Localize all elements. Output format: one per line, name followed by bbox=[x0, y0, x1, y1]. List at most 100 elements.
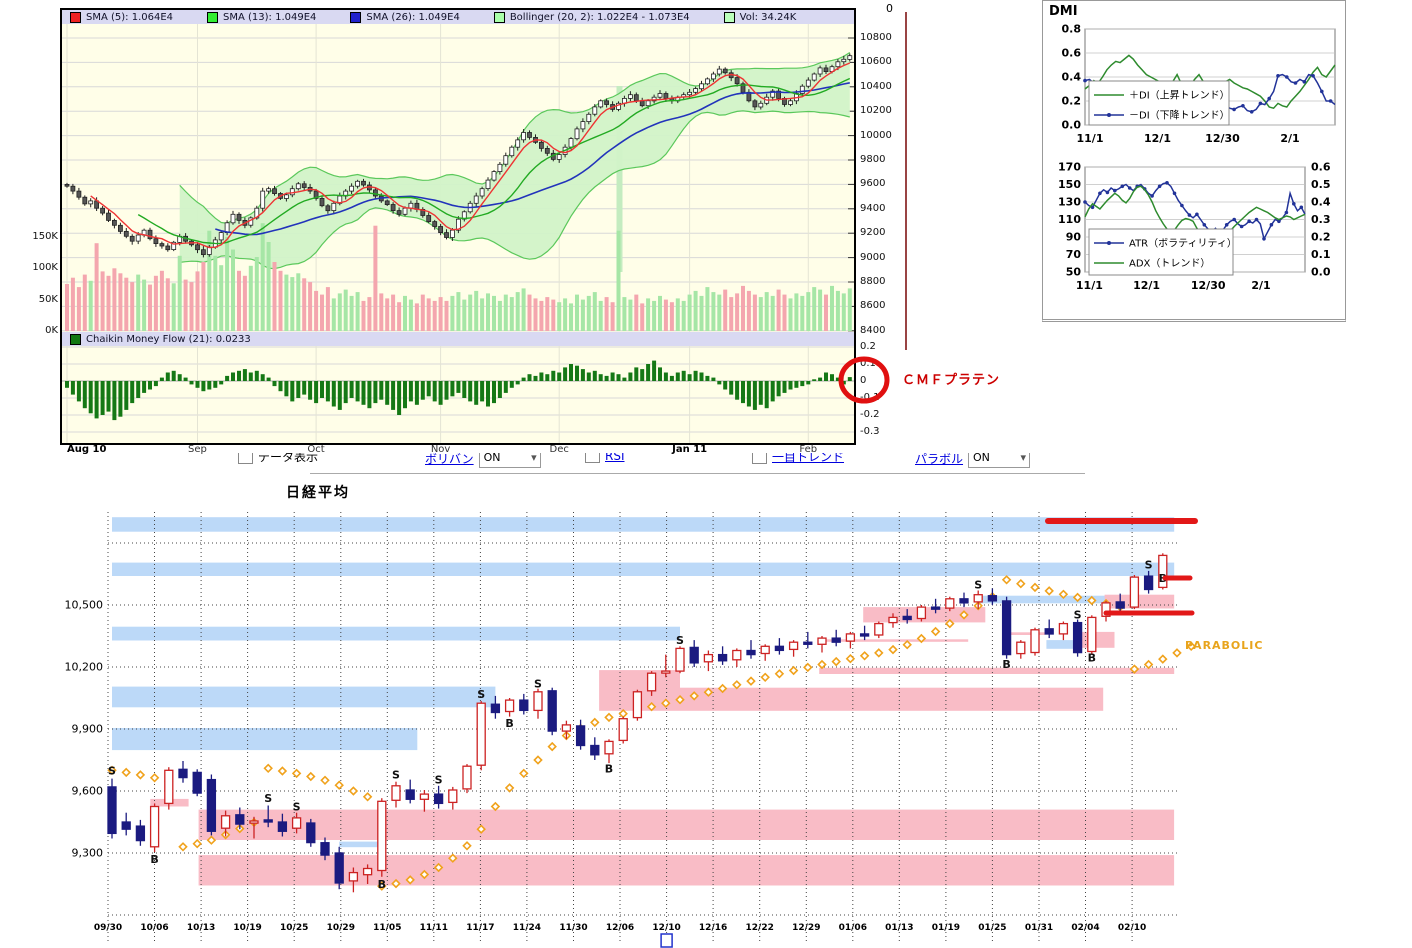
section-divider bbox=[310, 473, 1085, 474]
svg-text:10/13: 10/13 bbox=[187, 923, 215, 933]
svg-text:S: S bbox=[264, 792, 272, 805]
svg-text:－DI（下降トレンド）: －DI（下降トレンド） bbox=[1129, 109, 1230, 122]
svg-text:B: B bbox=[605, 762, 613, 775]
month-tick-label: Oct bbox=[307, 444, 325, 455]
svg-text:110: 110 bbox=[1058, 213, 1081, 226]
control-item: ボリバン ON bbox=[425, 453, 541, 468]
control-item: データ表示 bbox=[238, 453, 318, 465]
svg-text:12/30: 12/30 bbox=[1191, 279, 1226, 292]
legend-item: SMA (26): 1.049E4 bbox=[350, 11, 460, 23]
checkbox[interactable] bbox=[585, 453, 600, 463]
month-tick-label: Sep bbox=[188, 444, 207, 455]
legend-swatch-icon bbox=[723, 11, 735, 23]
indicator-link[interactable]: 一目トレンド bbox=[772, 453, 845, 464]
indicator-link[interactable]: パラボル bbox=[915, 453, 964, 466]
indicator-controls-row: データ表示 ボリバン ON RSI 一目トレンド パラボル ON bbox=[220, 453, 1100, 472]
svg-text:12/06: 12/06 bbox=[606, 923, 634, 933]
svg-text:S: S bbox=[477, 688, 485, 701]
checkbox[interactable] bbox=[752, 453, 767, 464]
svg-text:11/1: 11/1 bbox=[1077, 132, 1104, 145]
svg-text:S: S bbox=[1145, 559, 1153, 572]
price-tick-labels: 10,500 10,200 9,900 9,600 9,300 bbox=[65, 599, 104, 860]
top-right-zero-label: 0 bbox=[886, 2, 893, 15]
indicator-link[interactable]: ボリバン bbox=[425, 453, 474, 466]
cmf-tick-label: -0.2 bbox=[860, 409, 880, 420]
legend-swatch-icon bbox=[207, 11, 219, 23]
price-tick-label: 10000 bbox=[860, 129, 892, 141]
svg-text:S: S bbox=[392, 769, 400, 782]
indicator-select[interactable]: ON bbox=[968, 453, 1031, 468]
cmf-bars bbox=[65, 360, 852, 421]
cmf-tick-label: 0.2 bbox=[860, 341, 876, 352]
svg-text:B: B bbox=[378, 878, 386, 891]
price-tick-label: 10200 bbox=[860, 105, 892, 117]
svg-text:S: S bbox=[293, 801, 301, 814]
svg-text:11/11: 11/11 bbox=[420, 923, 448, 933]
month-tick-label: Feb bbox=[799, 444, 818, 455]
dmi-line-chart: 0.8 0.6 0.4 0.2 0.0 ＋DI（上昇トレンド） －DI（下降トレンド） 11/… bbox=[1062, 23, 1336, 145]
control-item: 一目トレンド bbox=[752, 453, 844, 465]
cmf-tick-label: -0.3 bbox=[860, 426, 880, 437]
svg-text:0.4: 0.4 bbox=[1311, 196, 1331, 209]
svg-text:90: 90 bbox=[1066, 231, 1082, 244]
svg-text:B: B bbox=[1002, 658, 1010, 671]
svg-text:0.1: 0.1 bbox=[1311, 248, 1331, 261]
svg-text:0.2: 0.2 bbox=[1311, 231, 1331, 244]
date-marker-box bbox=[660, 933, 673, 948]
signal-markers: SSSSSSSSSSSBBBBBBB bbox=[108, 559, 1167, 891]
price-tick-label: 8600 bbox=[860, 300, 886, 312]
svg-text:10,500: 10,500 bbox=[65, 599, 104, 612]
svg-text:12/22: 12/22 bbox=[746, 923, 774, 933]
control-label: データ表示 bbox=[258, 453, 319, 464]
candles bbox=[64, 53, 853, 258]
svg-text:11/05: 11/05 bbox=[373, 923, 401, 933]
cmf-tick-label: 0 bbox=[860, 375, 867, 386]
svg-text:12/10: 12/10 bbox=[652, 923, 680, 933]
svg-text:0.8: 0.8 bbox=[1062, 23, 1082, 36]
indicator-legend-bar: SMA (5): 1.064E4 SMA (13): 1.049E4 SMA (26… bbox=[62, 10, 854, 25]
svg-text:S: S bbox=[435, 774, 443, 787]
control-item: パラボル ON bbox=[915, 453, 1031, 468]
indicator-link[interactable]: RSI bbox=[605, 453, 625, 463]
cmf-tick-label: 0.1 bbox=[860, 358, 876, 369]
atr-adx-line-chart: 170 150 130 110 90 70 50 0.6 0.5 0.4 0.3 0.2 0.1 0.0 A… bbox=[1058, 161, 1331, 293]
svg-text:10,200: 10,200 bbox=[65, 661, 104, 674]
svg-text:0.0: 0.0 bbox=[1062, 119, 1082, 132]
right-vertical-rule bbox=[905, 12, 907, 350]
svg-text:11/24: 11/24 bbox=[513, 923, 541, 933]
price-tick-label: 10600 bbox=[860, 56, 892, 68]
legend-item: Bollinger (20, 2): 1.022E4 - 1.073E4 bbox=[493, 11, 690, 23]
bottom-chart-title: 日経平均 bbox=[286, 485, 350, 501]
month-tick-label: Jan 11 bbox=[672, 444, 708, 455]
svg-text:＋DI（上昇トレンド）: ＋DI（上昇トレンド） bbox=[1129, 90, 1230, 102]
svg-text:150: 150 bbox=[1058, 178, 1081, 191]
svg-text:0.3: 0.3 bbox=[1311, 213, 1331, 226]
checkbox[interactable] bbox=[238, 453, 253, 464]
svg-text:0.2: 0.2 bbox=[1062, 95, 1082, 108]
price-tick-label: 10400 bbox=[860, 80, 892, 92]
svg-text:01/19: 01/19 bbox=[932, 923, 960, 933]
cmf-annotation-text: ＣＭＦプラテン bbox=[902, 373, 1001, 388]
svg-text:0.6: 0.6 bbox=[1062, 47, 1082, 60]
legend-swatch-icon bbox=[493, 11, 505, 23]
volume-tick-label: 100K bbox=[32, 262, 58, 274]
svg-text:70: 70 bbox=[1066, 248, 1082, 261]
cmf-legend-bar: Chaikin Money Flow (21): 0.0233 bbox=[62, 332, 854, 347]
svg-text:9,300: 9,300 bbox=[72, 847, 104, 860]
svg-text:02/04: 02/04 bbox=[1071, 923, 1099, 933]
indicator-select[interactable]: ON bbox=[478, 453, 541, 468]
svg-text:12/16: 12/16 bbox=[699, 923, 727, 933]
svg-text:0.0: 0.0 bbox=[1311, 266, 1331, 279]
price-tick-label: 9000 bbox=[860, 251, 886, 263]
svg-text:2/1: 2/1 bbox=[1251, 279, 1270, 292]
hand-drawn-red-lines bbox=[1045, 518, 1198, 616]
svg-text:11/17: 11/17 bbox=[466, 923, 494, 933]
volume-tick-label: 0K bbox=[45, 325, 58, 336]
price-tick-label: 9600 bbox=[860, 178, 886, 190]
svg-text:0.4: 0.4 bbox=[1062, 71, 1082, 84]
main-candlestick-chart-panel: SMA (5): 1.064E4 SMA (13): 1.049E4 SMA (26… bbox=[60, 8, 856, 445]
svg-text:01/06: 01/06 bbox=[839, 923, 867, 933]
volume-bars bbox=[65, 223, 852, 331]
svg-text:S: S bbox=[534, 678, 542, 691]
